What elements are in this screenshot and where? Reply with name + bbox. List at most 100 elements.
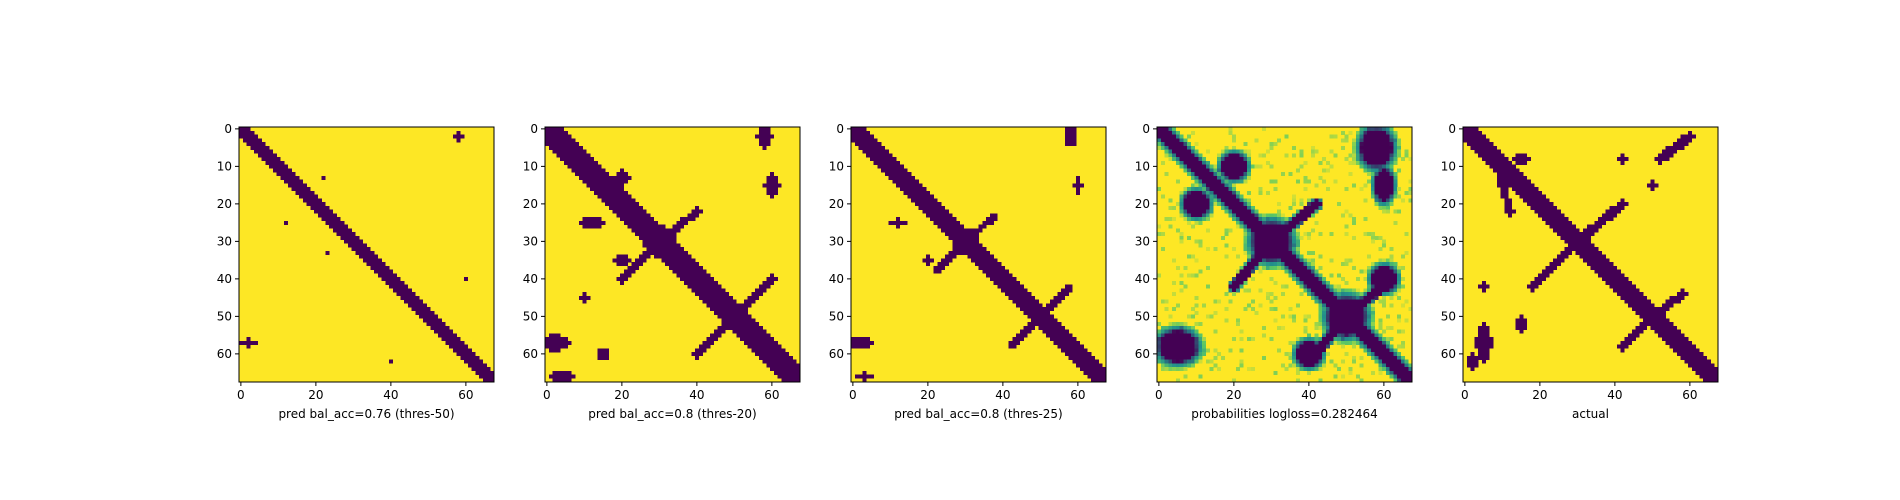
heatmap-cell (1172, 280, 1177, 285)
heatmap-cell (1325, 284, 1330, 289)
heatmap-cell (1172, 344, 1177, 349)
heatmap-cell (1378, 367, 1383, 372)
heatmap-cell (963, 228, 968, 233)
heatmap-cell (1168, 217, 1173, 222)
heatmap-cell (1187, 217, 1192, 222)
heatmap-cell (1676, 138, 1681, 143)
heatmap-cell (1344, 352, 1349, 357)
heatmap-cell (914, 202, 919, 207)
heatmap-cell (1560, 217, 1565, 222)
heatmap-cell (1322, 295, 1327, 300)
heatmap-cell (1057, 325, 1062, 330)
heatmap-cell (1016, 333, 1021, 338)
heatmap-cell (1288, 352, 1293, 357)
heatmap-cell (552, 378, 557, 383)
heatmap-cell (1187, 348, 1192, 353)
heatmap-cell (1688, 363, 1693, 368)
heatmap-cell (1322, 325, 1327, 330)
heatmap-cell (1205, 149, 1210, 154)
heatmap-cell (728, 314, 733, 319)
heatmap-cell (325, 209, 330, 214)
heatmap-cell (370, 262, 375, 267)
heatmap-cell (1519, 187, 1524, 192)
heatmap-cell (560, 134, 565, 139)
heatmap-cell (1175, 157, 1180, 162)
heatmap-cell (1639, 295, 1644, 300)
heatmap-cell (1172, 355, 1177, 360)
heatmap-cell (1190, 175, 1195, 180)
heatmap-cell (1288, 340, 1293, 345)
heatmap-cell (1485, 145, 1490, 150)
heatmap-cell (1534, 198, 1539, 203)
heatmap-cell (1631, 333, 1636, 338)
heatmap-cell (1220, 153, 1225, 158)
heatmap-cell (1027, 299, 1032, 304)
heatmap-cell (1299, 220, 1304, 225)
heatmap-cell (471, 363, 476, 368)
heatmap-cell (1209, 172, 1214, 177)
heatmap-cell (1583, 254, 1588, 259)
heatmap-cell (683, 220, 688, 225)
heatmap-cell (1232, 160, 1237, 165)
heatmap-cell (400, 288, 405, 293)
heatmap-cell (1057, 333, 1062, 338)
heatmap-cell (1318, 288, 1323, 293)
x-tick-label: 0 (543, 388, 551, 402)
heatmap-cell (1307, 213, 1312, 218)
heatmap-cell (1314, 292, 1319, 297)
heatmap-cell (1519, 175, 1524, 180)
heatmap-cell (1307, 314, 1312, 319)
heatmap-cell (1172, 322, 1177, 327)
heatmap-cell (1091, 370, 1096, 375)
heatmap-cell (1590, 265, 1595, 270)
heatmap-cell (1277, 265, 1282, 270)
heatmap-cell (1258, 153, 1263, 158)
heatmap-cell (250, 138, 255, 143)
heatmap-cell (1635, 310, 1640, 315)
heatmap-cell (1646, 314, 1651, 319)
heatmap-cell (269, 157, 274, 162)
heatmap-cell (1367, 299, 1372, 304)
heatmap-cell (1299, 258, 1304, 263)
heatmap-cell (1397, 329, 1402, 334)
heatmap-cell (676, 265, 681, 270)
heatmap-cell (1318, 367, 1323, 372)
heatmap-cell (952, 250, 957, 255)
heatmap-cell (560, 127, 565, 132)
heatmap-cell (638, 258, 643, 263)
heatmap-cell (1175, 303, 1180, 308)
heatmap-cell (1224, 254, 1229, 259)
heatmap-cell (1485, 344, 1490, 349)
heatmap-cell (1318, 307, 1323, 312)
heatmap-cell (1714, 370, 1719, 375)
heatmap-cell (1262, 228, 1267, 233)
heatmap-cell (597, 190, 602, 195)
heatmap-cell (1363, 160, 1368, 165)
heatmap-cell (1190, 217, 1195, 222)
heatmap-cell (586, 179, 591, 184)
heatmap-cell (1284, 224, 1289, 229)
heatmap-cell (1202, 157, 1207, 162)
heatmap-cell (1408, 198, 1413, 203)
heatmap-cell (482, 367, 487, 372)
heatmap-cell (680, 265, 685, 270)
heatmap-cell (1337, 202, 1342, 207)
heatmap-cell (1068, 288, 1073, 293)
heatmap-cell (1168, 363, 1173, 368)
heatmap-cell (1575, 239, 1580, 244)
x-axis-label: probabilities logloss=0.282464 (1191, 407, 1378, 421)
heatmap-cell (567, 138, 572, 143)
heatmap-cell (1583, 250, 1588, 255)
heatmap-cell (646, 243, 651, 248)
heatmap-cell (310, 205, 315, 210)
heatmap-cell (1307, 265, 1312, 270)
heatmap-cell (986, 265, 991, 270)
heatmap-cell (1269, 250, 1274, 255)
heatmap-cell (792, 367, 797, 372)
heatmap-cell (623, 258, 628, 263)
heatmap-cell (1239, 179, 1244, 184)
heatmap-cell (1061, 325, 1066, 330)
heatmap-cell (1205, 179, 1210, 184)
heatmap-cell (1367, 284, 1372, 289)
heatmap-cell (548, 333, 553, 338)
